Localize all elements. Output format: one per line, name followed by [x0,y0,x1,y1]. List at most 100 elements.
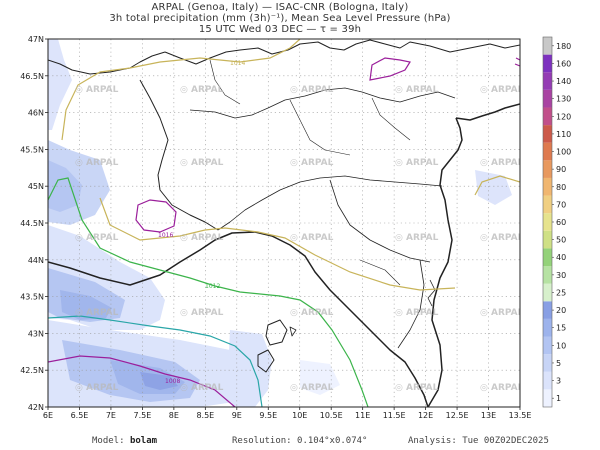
colorbar-swatch [543,301,552,319]
watermark-text: ◎ ARPAL [480,233,524,243]
colorbar-label: 100 [556,148,571,157]
colorbar-label: 90 [556,165,566,174]
watermark-text: ◎ ARPAL [480,308,524,318]
colorbar-swatch [543,54,552,73]
colorbar-swatch [543,107,552,126]
colorbar-label: 1 [556,394,561,403]
lon-tick-label: 7.5E [134,411,152,420]
colorbar-swatch [543,160,552,178]
lat-tick-label: 45.5N [20,145,44,154]
colorbar-label: 130 [556,95,571,104]
colorbar-swatch [543,177,552,196]
watermark-text: ◎ ARPAL [480,158,524,168]
lon-tick-label: 11.5E [383,411,406,420]
colorbar-label: 160 [556,59,571,68]
watermark-text: ◎ ARPAL [180,308,224,318]
watermark-text: ◎ ARPAL [75,233,119,243]
footer-resolution-label: Resolution: [232,436,292,446]
watermark-text: ◎ ARPAL [480,85,524,95]
footer-model-label: Model: [92,436,125,446]
title-line-3: 15 UTC Wed 03 DEC — τ = 39h [198,24,362,35]
colorbar-swatch [543,89,552,108]
lat-tick-label: 43.5N [20,293,44,302]
isobar-1012 [48,177,369,407]
isobar-1008 [48,355,236,407]
colorbar-label: 80 [556,183,566,192]
title-line-2: 3h total precipitation (mm (3h)⁻¹), Mean… [109,13,451,24]
watermark-text: ◎ ARPAL [395,233,439,243]
watermark-text: ◎ ARPAL [395,308,439,318]
colorbar-label: 70 [556,200,566,209]
colorbar-swatch [543,37,552,55]
precipitation-colorbar: 1 3 5 10 15 20 25 30 40 50 60 70 80 90 100 110 120 130 140… [542,36,571,408]
colorbar-swatch [543,354,552,372]
watermark-text: ◎ ARPAL [180,383,224,393]
watermark-text: ◎ ARPAL [480,383,524,393]
colorbar-label: 25 [556,288,566,297]
isobar-label-1016: 1016 [158,232,173,239]
colorbar-label: 60 [556,218,566,227]
lat-tick-label: 42.5N [20,366,44,375]
lon-tick-label: 13E [481,411,496,420]
lat-tick-label: 46N [28,109,44,118]
lat-tick-label: 44N [28,256,44,265]
colorbar-label: 40 [556,253,566,262]
isobar-label-1014: 1014 [230,60,245,67]
lon-tick-label: 9E [232,411,242,420]
colorbar-label: 15 [556,324,566,333]
colorbar-label: 120 [556,112,571,121]
lat-tick-label: 42N [28,403,44,412]
footer-analysis: Analysis: Tue 00Z02DEC2025 [408,436,549,446]
isobars [48,39,520,407]
lon-tick-label: 13.5E [509,411,532,420]
isobar-1016-closed [135,199,177,233]
colorbar-label: 180 [556,42,571,51]
footer-resolution-value: 0.104°x0.074° [297,436,368,446]
lon-tick-label: 12.5E [446,411,469,420]
lon-tick-label: 8.5E [196,411,214,420]
coastlines-and-borders [48,39,520,407]
isobar-1010 [48,315,263,407]
colorbar-swatch [543,266,552,284]
colorbar-swatch [543,195,552,214]
watermark-text: ◎ ARPAL [290,158,334,168]
isobar-1014 [61,39,301,141]
precipitation-field [48,39,512,407]
watermark-text: ◎ ARPAL [290,233,334,243]
colorbar-swatch [543,125,552,143]
colorbar-label: 5 [556,359,561,368]
lat-tick-label: 43N [28,329,44,338]
colorbar-label: 10 [556,341,566,350]
colorbar-swatch [543,230,552,249]
latitude-axis: 47N 46.5N 46N 45.5N 45N 44.5N 44N 43.5N 43N 42.5N… [20,35,48,412]
longitude-axis: 6E 6.5E 7E 7.5E 8E 8.5E 9E 9.5E 10E 10.5E 11E 11.5E… [43,407,532,420]
colorbar-label: 110 [556,130,571,139]
isobar-1016-west [99,197,456,291]
lon-tick-label: 10.5E [320,411,343,420]
lat-tick-label: 45N [28,182,44,191]
lat-tick-label: 47N [28,35,44,44]
watermark-text: ◎ ARPAL [290,308,334,318]
isobar-small-ne [514,57,520,67]
watermark-text: ◎ ARPAL [290,383,334,393]
lon-tick-label: 12E [418,411,433,420]
lon-tick-label: 6E [43,411,53,420]
watermark-text: ◎ ARPAL [75,85,119,95]
watermark-text: ◎ ARPAL [75,158,119,168]
colorbar-swatch [543,389,552,407]
colorbar-swatch [543,213,552,231]
watermark-text: ◎ ARPAL [180,85,224,95]
colorbar-swatch [543,318,552,337]
footer-analysis-value: Tue 00Z02DEC2025 [462,436,549,446]
lat-tick-label: 46.5N [20,72,44,81]
lon-tick-label: 8E [169,411,179,420]
colorbar-label: 3 [556,377,561,386]
colorbar-swatch [543,142,552,161]
watermark-layer: ◎ ARPAL ◎ ARPAL ◎ ARPAL ◎ ARPAL ◎ ARPAL ◎ ARP… [75,85,524,393]
footer-model: Model: bolam [92,436,157,446]
watermark-text: ◎ ARPAL [395,158,439,168]
watermark-text: ◎ ARPAL [290,85,334,95]
watermark-text: ◎ ARPAL [395,383,439,393]
colorbar-label: 50 [556,236,566,245]
